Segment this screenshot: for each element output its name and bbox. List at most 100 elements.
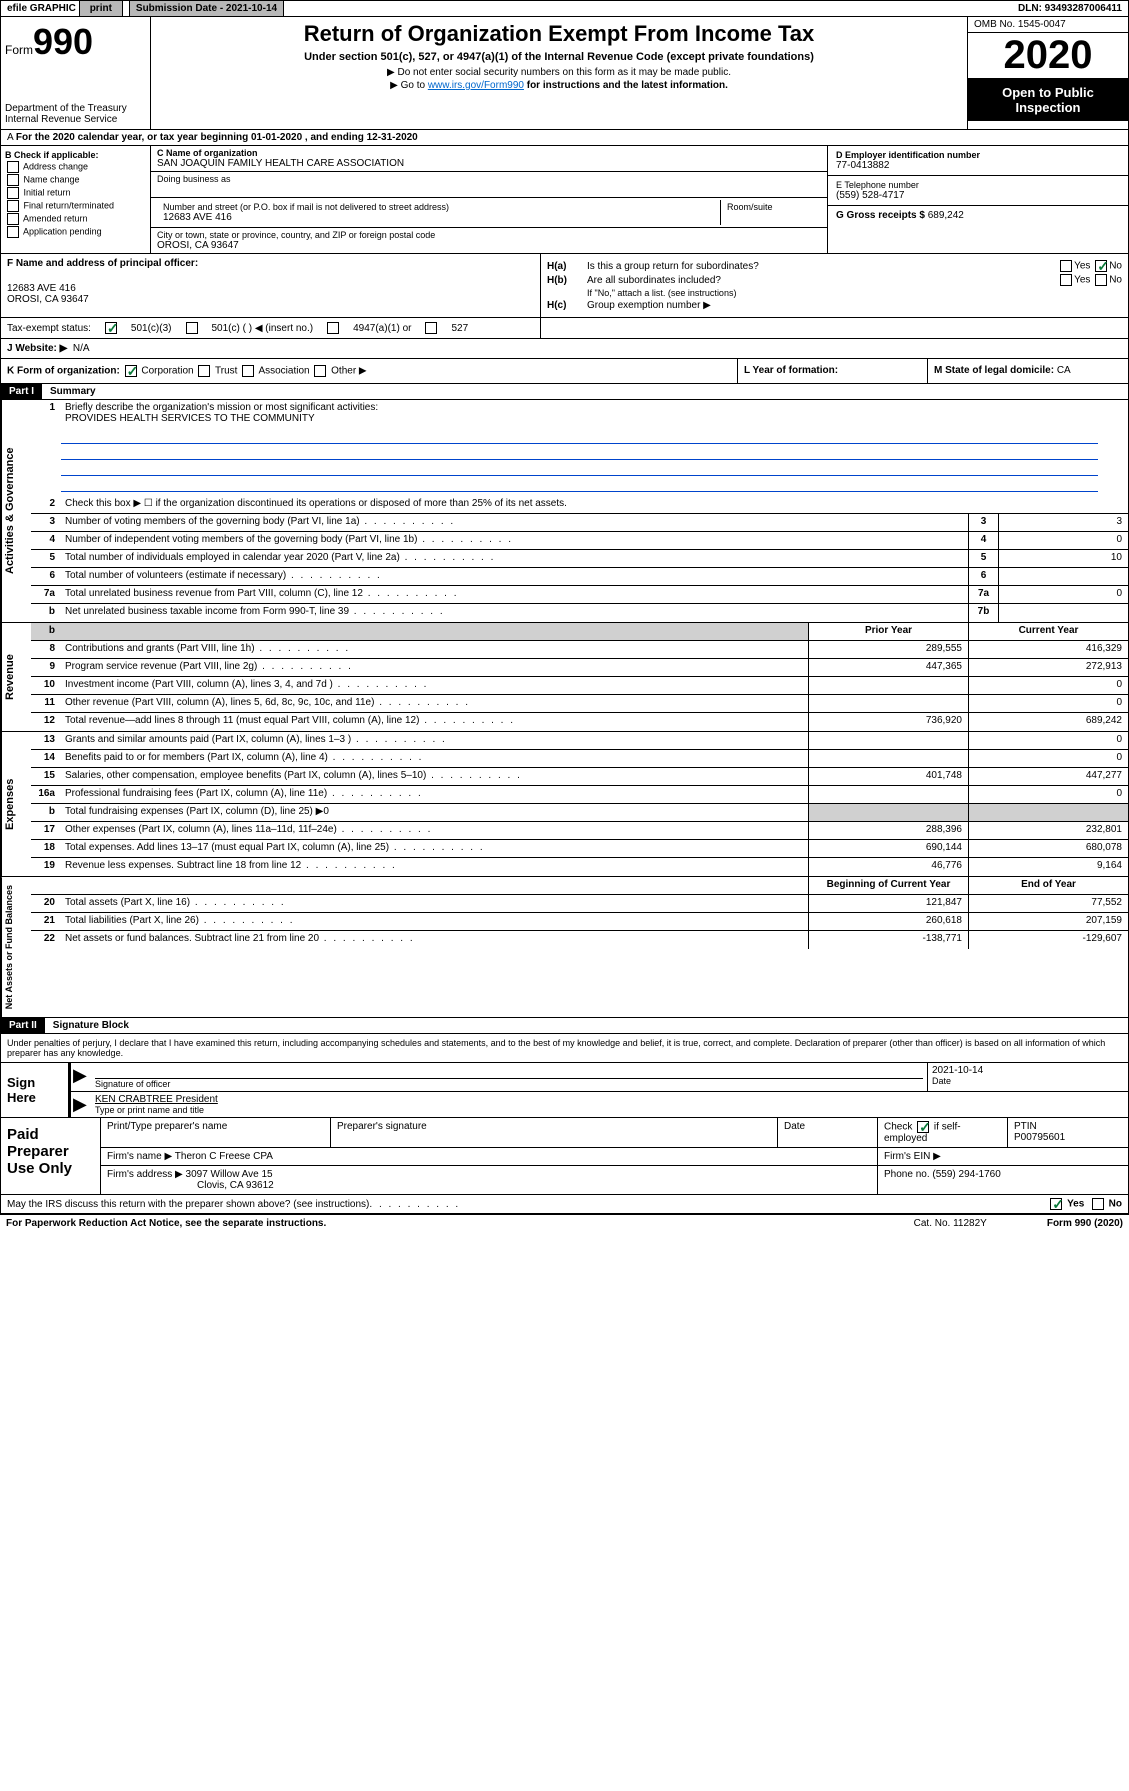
chk-amended[interactable]: Amended return (5, 213, 146, 225)
table-row: 17 Other expenses (Part IX, column (A), … (31, 822, 1128, 840)
form-number-box: Form990 Department of the Treasury Inter… (1, 17, 151, 129)
dln: DLN: 93493287006411 (1012, 1, 1128, 16)
chk-527[interactable] (425, 322, 437, 334)
hb-yes[interactable] (1060, 274, 1072, 286)
footer: For Paperwork Reduction Act Notice, see … (0, 1214, 1129, 1232)
section-h: H(a)Is this a group return for subordina… (541, 254, 1128, 317)
table-row: 18 Total expenses. Add lines 13–17 (must… (31, 840, 1128, 858)
table-row: 21 Total liabilities (Part X, line 26) 2… (31, 913, 1128, 931)
form-header: Form990 Department of the Treasury Inter… (0, 17, 1129, 130)
expenses-table: Expenses 13 Grants and similar amounts p… (0, 732, 1129, 877)
table-row: b Net unrelated business taxable income … (31, 604, 1128, 622)
ha-no[interactable] (1095, 260, 1107, 272)
chk-4947[interactable] (327, 322, 339, 334)
table-row: 3 Number of voting members of the govern… (31, 514, 1128, 532)
dept-label: Department of the Treasury Internal Reve… (5, 103, 146, 125)
table-row: b Total fundraising expenses (Part IX, c… (31, 804, 1128, 822)
table-row: 20 Total assets (Part X, line 16) 121,84… (31, 895, 1128, 913)
hb-no[interactable] (1095, 274, 1107, 286)
sign-section: Sign Here ▶ Signature of officer 2021-10… (0, 1063, 1129, 1118)
ein: 77-0413882 (836, 160, 1120, 171)
tax-year: 2020 (968, 33, 1128, 79)
part1-header: Part I Summary (0, 384, 1129, 400)
website-value: N/A (73, 343, 90, 354)
info-grid: B Check if applicable: Address change Na… (0, 146, 1129, 254)
table-row: 5 Total number of individuals employed i… (31, 550, 1128, 568)
paid-preparer-section: Paid Preparer Use Only Print/Type prepar… (0, 1118, 1129, 1195)
table-row: 9 Program service revenue (Part VIII, li… (31, 659, 1128, 677)
section-klm: K Form of organization: Corporation Trus… (0, 359, 1129, 384)
table-row: 6 Total number of volunteers (estimate i… (31, 568, 1128, 586)
efile-label: efile GRAPHIC print (1, 1, 130, 16)
revenue-table: Revenue b Prior Year Current Year 8 Cont… (0, 623, 1129, 732)
org-address: 12683 AVE 416 (163, 212, 714, 223)
table-row: 15 Salaries, other compensation, employe… (31, 768, 1128, 786)
preparer-phone: (559) 294-1760 (932, 1169, 1000, 1180)
discuss-yes[interactable] (1050, 1198, 1062, 1210)
subtitle: Under section 501(c), 527, or 4947(a)(1)… (159, 51, 959, 63)
phone: (559) 528-4717 (836, 190, 1120, 201)
omb-number: OMB No. 1545-0047 (968, 17, 1128, 33)
table-row: 7a Total unrelated business revenue from… (31, 586, 1128, 604)
chk-assoc[interactable] (242, 365, 254, 377)
table-row: 19 Revenue less expenses. Subtract line … (31, 858, 1128, 876)
gross-receipts: 689,242 (928, 210, 964, 221)
firm-name: Theron C Freese CPA (175, 1151, 273, 1162)
tax-status-row: Tax-exempt status: 501(c)(3) 501(c) ( ) … (0, 318, 1129, 339)
org-name: SAN JOAQUIN FAMILY HEALTH CARE ASSOCIATI… (157, 158, 821, 169)
part2-header: Part II Signature Block (0, 1018, 1129, 1034)
table-row: 8 Contributions and grants (Part VIII, l… (31, 641, 1128, 659)
instruction-1: ▶ Do not enter social security numbers o… (159, 67, 959, 78)
org-city: OROSI, CA 93647 (157, 240, 821, 251)
mission-text: PROVIDES HEALTH SERVICES TO THE COMMUNIT… (65, 413, 315, 424)
ptin: P00795601 (1014, 1132, 1122, 1143)
tax-period: A For the 2020 calendar year, or tax yea… (0, 130, 1129, 146)
table-row: 4 Number of independent voting members o… (31, 532, 1128, 550)
section-j: J Website: ▶ N/A (0, 339, 1129, 359)
section-de: D Employer identification number 77-0413… (828, 146, 1128, 253)
chk-501c[interactable] (186, 322, 198, 334)
section-k: K Form of organization: Corporation Trus… (1, 359, 738, 383)
submission-date: Submission Date - 2021-10-14 (130, 1, 284, 16)
section-c: C Name of organization SAN JOAQUIN FAMIL… (151, 146, 828, 253)
chk-501c3[interactable] (105, 322, 117, 334)
table-row: 11 Other revenue (Part VIII, column (A),… (31, 695, 1128, 713)
ha-yes[interactable] (1060, 260, 1072, 272)
perjury-text: Under penalties of perjury, I declare th… (0, 1034, 1129, 1063)
table-row: 13 Grants and similar amounts paid (Part… (31, 732, 1128, 750)
chk-name-change[interactable]: Name change (5, 174, 146, 186)
chk-application-pending[interactable]: Application pending (5, 226, 146, 238)
instruction-2: ▶ Go to www.irs.gov/Form990 for instruct… (159, 80, 959, 91)
chk-corp[interactable] (125, 365, 137, 377)
title-box: Return of Organization Exempt From Incom… (151, 17, 968, 129)
print-button[interactable]: print (79, 0, 123, 17)
table-row: 14 Benefits paid to or for members (Part… (31, 750, 1128, 768)
table-row: 16a Professional fundraising fees (Part … (31, 786, 1128, 804)
open-public-label: Open to Public Inspection (968, 79, 1128, 121)
section-m: M State of legal domicile: CA (928, 359, 1128, 383)
table-row: 22 Net assets or fund balances. Subtract… (31, 931, 1128, 949)
net-assets-table: Net Assets or Fund Balances Beginning of… (0, 877, 1129, 1018)
chk-initial-return[interactable]: Initial return (5, 187, 146, 199)
governance-table: Activities & Governance 1 Briefly descri… (0, 400, 1129, 623)
officer-name: KEN CRABTREE President (95, 1094, 1124, 1105)
sign-arrow-icon: ▶ (71, 1092, 91, 1117)
year-box: OMB No. 1545-0047 2020 Open to Public In… (968, 17, 1128, 129)
chk-self-employed[interactable] (917, 1121, 929, 1133)
section-l: L Year of formation: (738, 359, 928, 383)
chk-final-return[interactable]: Final return/terminated (5, 200, 146, 212)
discuss-no[interactable] (1092, 1198, 1104, 1210)
chk-trust[interactable] (198, 365, 210, 377)
chk-address-change[interactable]: Address change (5, 161, 146, 173)
section-fh: F Name and address of principal officer:… (0, 254, 1129, 318)
section-f: F Name and address of principal officer:… (1, 254, 541, 317)
main-title: Return of Organization Exempt From Incom… (159, 21, 959, 47)
table-row: 10 Investment income (Part VIII, column … (31, 677, 1128, 695)
sign-arrow-icon: ▶ (71, 1063, 91, 1091)
top-bar: efile GRAPHIC print Submission Date - 20… (0, 0, 1129, 17)
chk-other[interactable] (314, 365, 326, 377)
discuss-row: May the IRS discuss this return with the… (0, 1195, 1129, 1214)
irs-link[interactable]: www.irs.gov/Form990 (428, 80, 524, 91)
table-row: 12 Total revenue—add lines 8 through 11 … (31, 713, 1128, 731)
section-b: B Check if applicable: Address change Na… (1, 146, 151, 253)
